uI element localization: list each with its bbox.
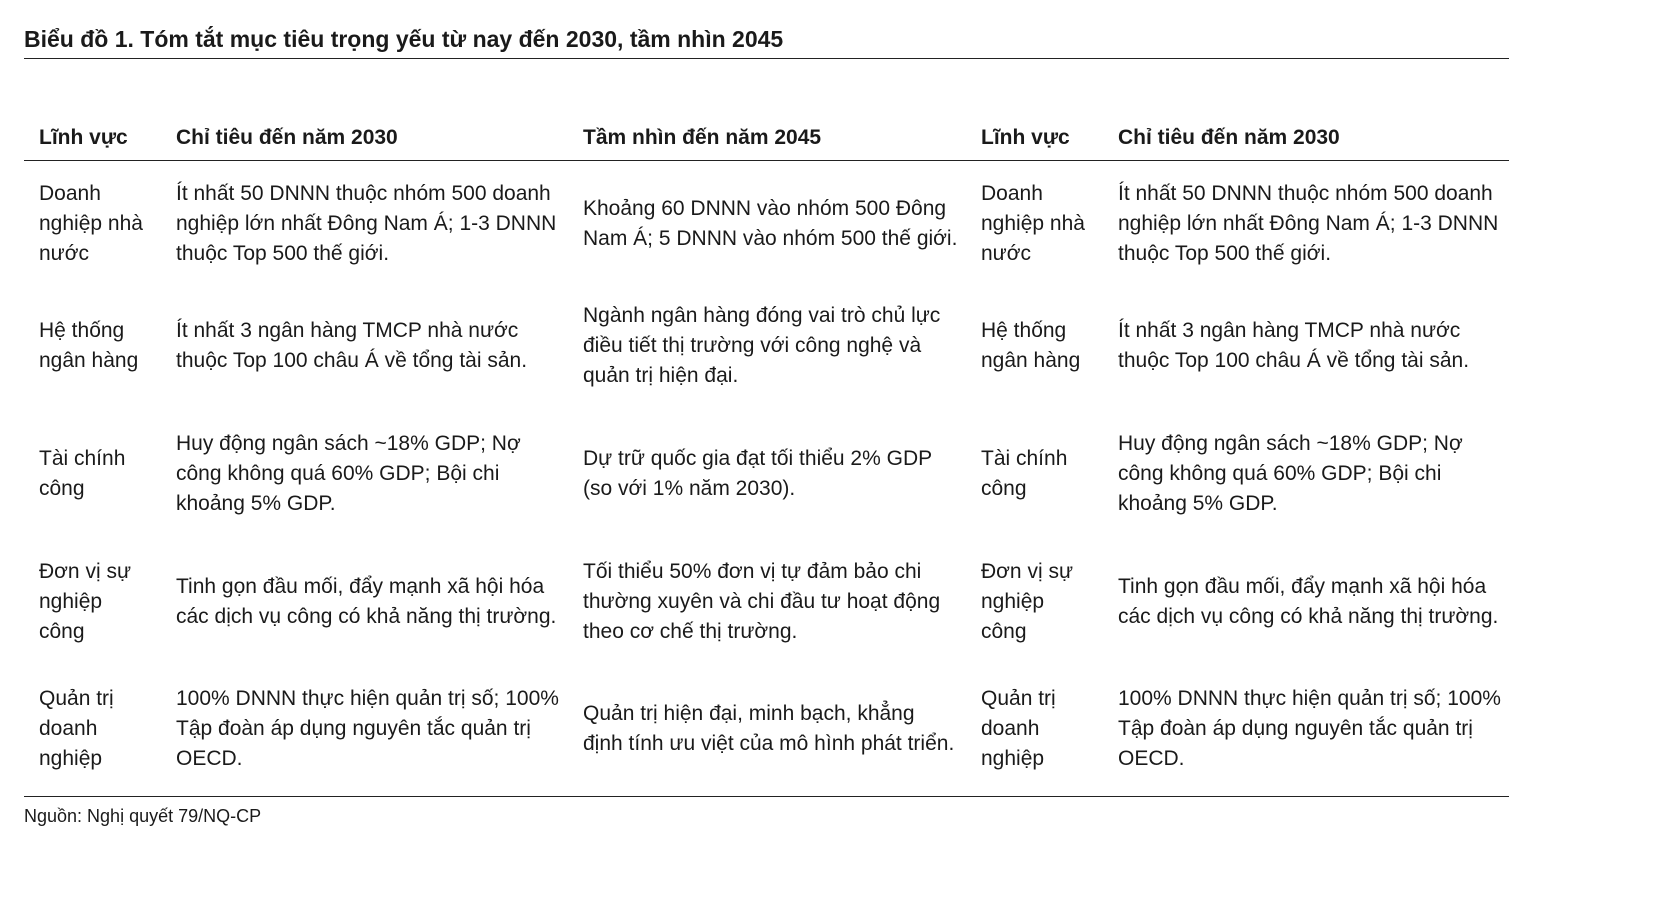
source-note: Nguồn: Nghị quyết 79/NQ-CP [24, 806, 262, 826]
cell-target-2030: Tinh gọn đầu mối, đẩy mạnh xã hội hóa cá… [176, 575, 557, 628]
cell-target-2030-repeat: Huy động ngân sách ~18% GDP; Nợ công khô… [1118, 432, 1463, 515]
cell-vision-2045: Tối thiểu 50% đơn vị tự đảm bảo chi thườ… [583, 560, 941, 643]
targets-table: Lĩnh vực Chỉ tiêu đến năm 2030 Tầm nhìn … [24, 116, 1509, 797]
chart-title: Biểu đồ 1. Tóm tắt mục tiêu trọng yếu từ… [24, 22, 1509, 59]
header-target-2030-repeat: Chỉ tiêu đến năm 2030 [1103, 116, 1509, 161]
table-header-row: Lĩnh vực Chỉ tiêu đến năm 2030 Tầm nhìn … [24, 116, 1509, 161]
cell-target-2030-repeat: 100% DNNN thực hiện quản trị số; 100% Tậ… [1103, 661, 1509, 797]
cell-field-repeat: Tài chính công [981, 447, 1068, 500]
table-row: Tài chính công Huy động ngân sách ~18% G… [24, 405, 1509, 543]
table-row: Quản trị doanh nghiệp 100% DNNN thực hiệ… [24, 661, 1509, 797]
cell-target-2030: Ít nhất 3 ngân hàng TMCP nhà nước thuộc … [176, 319, 528, 372]
table-row: Đơn vị sự nghiệp công Tinh gọn đầu mối, … [24, 543, 1509, 661]
header-field: Lĩnh vực [24, 116, 161, 161]
header-target-2030: Chỉ tiêu đến năm 2030 [161, 116, 568, 161]
cell-target-2030: Ít nhất 50 DNNN thuộc nhóm 500 doanh ngh… [176, 182, 557, 265]
cell-field: Doanh nghiệp nhà nước [39, 182, 143, 265]
cell-vision-2045: Quản trị hiện đại, minh bạch, khẳng định… [568, 661, 966, 797]
cell-target-2030: 100% DNNN thực hiện quản trị số; 100% Tậ… [161, 661, 568, 797]
header-field-repeat: Lĩnh vực [966, 116, 1103, 161]
cell-target-2030-repeat: Tinh gọn đầu mối, đẩy mạnh xã hội hóa cá… [1118, 575, 1499, 628]
cell-field: Hệ thống ngân hàng [39, 319, 139, 372]
table-row: Hệ thống ngân hàng Ít nhất 3 ngân hàng T… [24, 287, 1509, 405]
cell-target-2030-repeat: Ít nhất 3 ngân hàng TMCP nhà nước thuộc … [1118, 319, 1470, 372]
cell-vision-2045: Ngành ngân hàng đóng vai trò chủ lực điề… [583, 304, 941, 387]
cell-field-repeat: Hệ thống ngân hàng [981, 319, 1081, 372]
cell-vision-2045: Khoảng 60 DNNN vào nhóm 500 Đông Nam Á; … [583, 197, 958, 250]
table-row: Doanh nghiệp nhà nước Ít nhất 50 DNNN th… [24, 161, 1509, 288]
cell-target-2030-repeat: Ít nhất 50 DNNN thuộc nhóm 500 doanh ngh… [1118, 182, 1499, 265]
cell-field-repeat: Doanh nghiệp nhà nước [981, 182, 1085, 265]
cell-vision-2045: Dự trữ quốc gia đạt tối thiểu 2% GDP (so… [583, 447, 932, 500]
cell-field: Đơn vị sự nghiệp công [39, 560, 132, 643]
cell-field-repeat: Đơn vị sự nghiệp công [981, 560, 1074, 643]
cell-field: Tài chính công [39, 447, 126, 500]
document-page: Biểu đồ 1. Tóm tắt mục tiêu trọng yếu từ… [24, 22, 1509, 826]
cell-target-2030: Huy động ngân sách ~18% GDP; Nợ công khô… [176, 432, 521, 515]
header-vision-2045: Tầm nhìn đến năm 2045 [568, 116, 966, 161]
cell-field-repeat: Quản trị doanh nghiệp [966, 661, 1103, 797]
cell-field: Quản trị doanh nghiệp [24, 661, 161, 797]
